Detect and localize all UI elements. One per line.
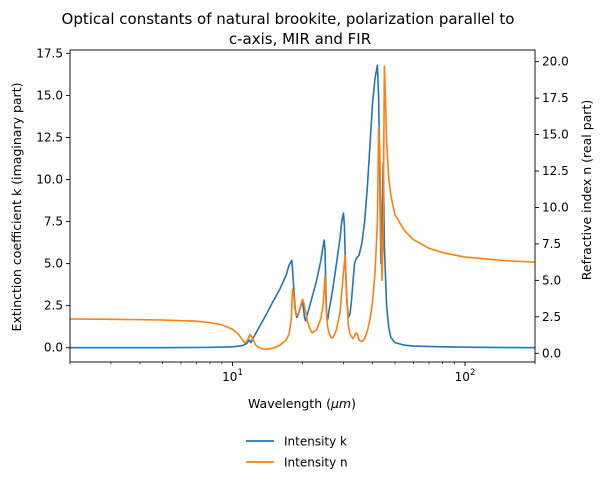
chart-subtitle: c-axis, MIR and FIR <box>229 30 371 48</box>
y-axis-right: 0.0 2.5 5.0 7.5 10.0 12.5 15.0 17.5 20.0 <box>535 55 569 360</box>
y-left-tick-label: 12.5 <box>36 130 63 144</box>
y-right-tick-label: 12.5 <box>542 164 569 178</box>
x-tick-label: 102 <box>455 368 476 384</box>
y-right-tick-label: 17.5 <box>542 91 569 105</box>
y-left-tick-label: 10.0 <box>36 173 63 187</box>
y-axis-left-label: Extinction coefficient k (imaginary part… <box>9 83 24 332</box>
legend-label-n: Intensity n <box>284 456 348 470</box>
y-right-tick-label: 7.5 <box>542 237 561 251</box>
y-left-tick-label: 0.0 <box>44 341 63 355</box>
legend-label-k: Intensity k <box>284 435 347 449</box>
y-left-tick-label: 7.5 <box>44 215 63 229</box>
y-left-tick-label: 5.0 <box>44 257 63 271</box>
y-right-tick-label: 15.0 <box>542 128 569 142</box>
y-left-tick-label: 2.5 <box>44 299 63 313</box>
y-left-tick-label: 15.0 <box>36 88 63 102</box>
y-right-tick-label: 20.0 <box>542 55 569 69</box>
y-left-tick-label: 17.5 <box>36 46 63 60</box>
x-axis-label: Wavelength (μm) <box>248 396 356 411</box>
x-axis: 101 102 <box>69 362 536 384</box>
series-line-k <box>70 64 536 349</box>
chart-title: Optical constants of natural brookite, p… <box>62 10 515 28</box>
x-tick-label: 101 <box>222 368 243 384</box>
y-right-tick-label: 5.0 <box>542 273 561 287</box>
y-axis-right-label: Refractive index n (real part) <box>579 100 594 280</box>
y-right-tick-label: 2.5 <box>542 310 561 324</box>
y-right-tick-label: 0.0 <box>542 346 561 360</box>
plot-lines <box>69 64 536 350</box>
series-line-n <box>69 65 536 350</box>
legend: Intensity k Intensity n <box>246 435 348 470</box>
plot-frame <box>69 49 536 363</box>
y-axis-left: 0.0 2.5 5.0 7.5 10.0 12.5 15.0 17.5 <box>36 46 70 355</box>
y-right-tick-label: 10.0 <box>542 200 569 214</box>
